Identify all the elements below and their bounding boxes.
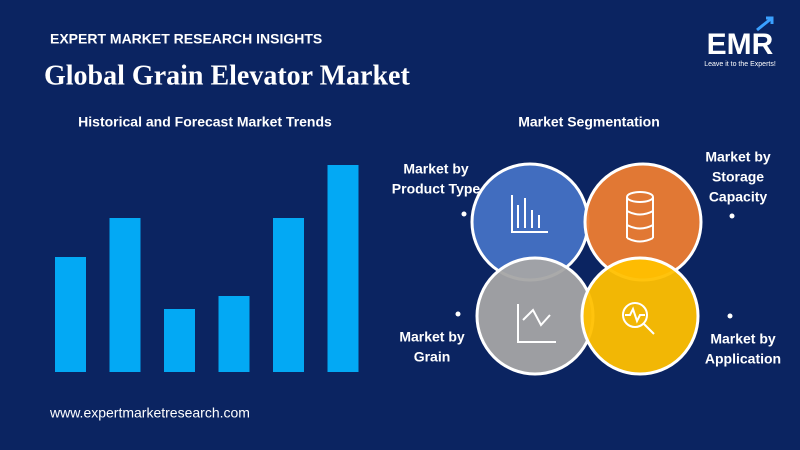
kicker: EXPERT MARKET RESEARCH INSIGHTS xyxy=(50,31,322,47)
segment-label: Application xyxy=(705,351,781,367)
segment-label: Market by xyxy=(705,149,771,165)
segment-label: Market by xyxy=(710,331,776,347)
logo-arrow xyxy=(756,16,774,32)
icon-bars xyxy=(511,195,548,233)
bar xyxy=(327,165,359,372)
icons xyxy=(511,191,655,343)
logo-text: EMR xyxy=(707,28,774,61)
segment-label: Product Type xyxy=(392,181,481,197)
bar xyxy=(55,257,86,372)
segment-label: Market by xyxy=(403,161,469,177)
segment-label: Market by xyxy=(399,329,465,345)
segment-label: Storage xyxy=(712,169,764,185)
label-dot xyxy=(461,211,467,217)
icon-search xyxy=(622,302,655,335)
label-dot xyxy=(729,213,735,219)
segment-circle xyxy=(475,256,595,376)
footer-url: www.expertmarketresearch.com xyxy=(49,405,250,421)
logo: EMR Leave it to the Experts! xyxy=(704,16,776,68)
bar xyxy=(109,218,141,372)
label-dot xyxy=(727,313,733,319)
segmentation-title: Market Segmentation xyxy=(518,114,660,130)
logo-tagline: Leave it to the Experts! xyxy=(704,61,776,68)
bar xyxy=(218,296,250,372)
title: Global Grain Elevator Market xyxy=(44,60,410,91)
chart-title: Historical and Forecast Market Trends xyxy=(78,114,332,130)
icon-line xyxy=(517,304,556,343)
segment-label: Capacity xyxy=(709,189,768,205)
segment-label: Grain xyxy=(414,349,451,365)
icon-database xyxy=(626,191,654,243)
bar xyxy=(164,309,195,372)
bar xyxy=(273,218,304,372)
label-dot xyxy=(455,311,461,317)
